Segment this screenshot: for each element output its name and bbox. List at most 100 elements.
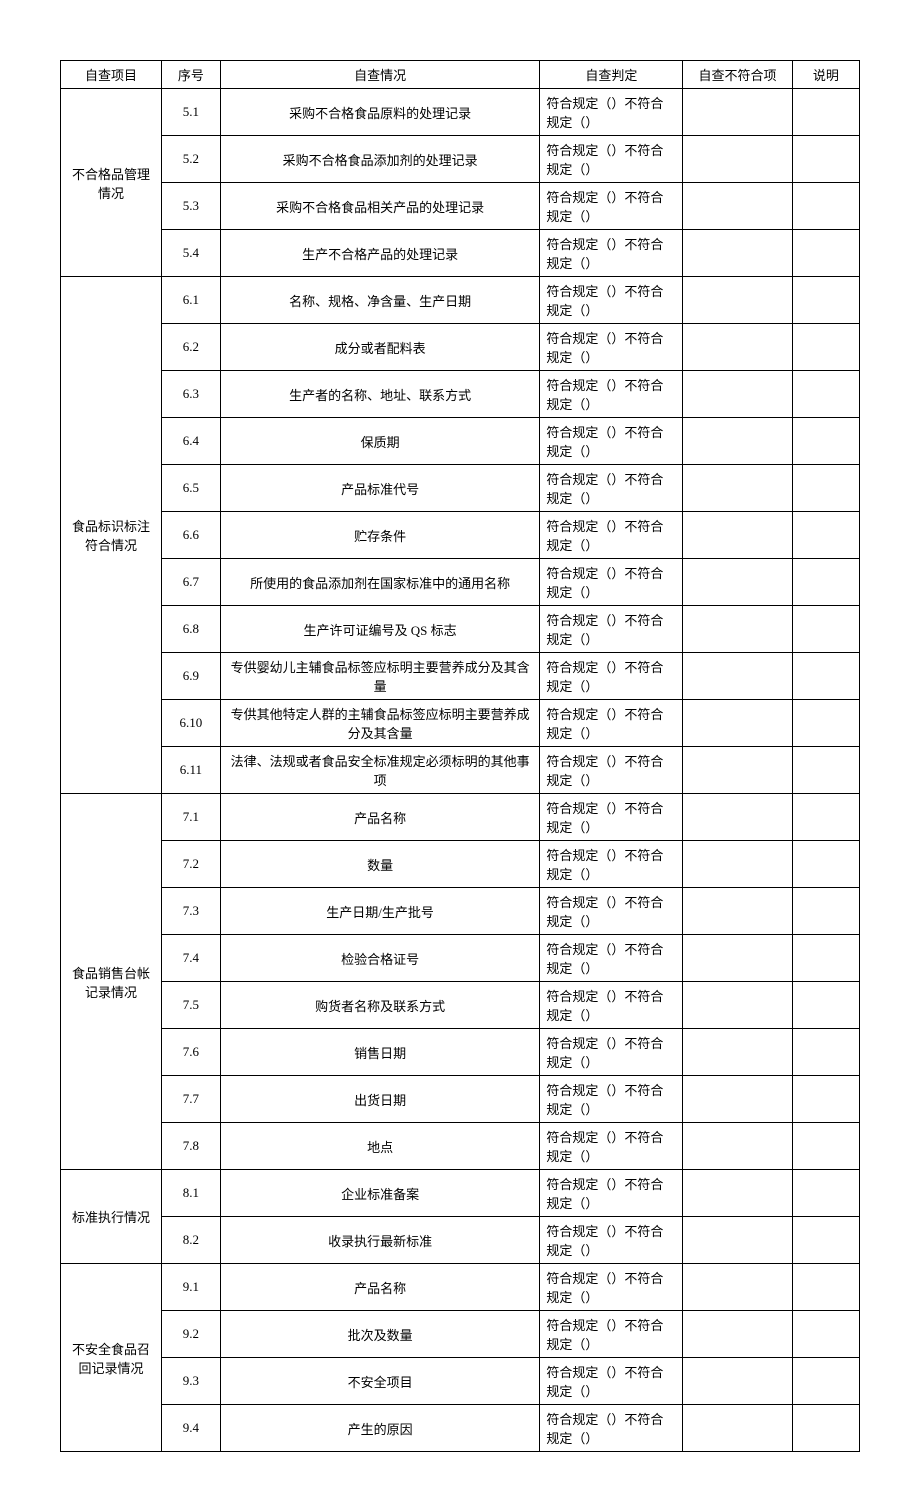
note-cell: [792, 1405, 859, 1452]
judge-cell: 符合规定（）不符合规定（）: [540, 230, 683, 277]
nc-cell: [683, 183, 792, 230]
desc-cell: 产品标准代号: [220, 465, 540, 512]
table-row: 5.2采购不合格食品添加剂的处理记录符合规定（）不符合规定（）: [61, 136, 860, 183]
note-cell: [792, 606, 859, 653]
nc-cell: [683, 1217, 792, 1264]
note-cell: [792, 841, 859, 888]
nc-cell: [683, 465, 792, 512]
note-cell: [792, 183, 859, 230]
table-row: 9.3不安全项目符合规定（）不符合规定（）: [61, 1358, 860, 1405]
table-row: 不合格品管理情况5.1采购不合格食品原料的处理记录符合规定（）不符合规定（）: [61, 89, 860, 136]
num-cell: 6.3: [161, 371, 220, 418]
num-cell: 5.4: [161, 230, 220, 277]
nc-cell: [683, 277, 792, 324]
num-cell: 6.8: [161, 606, 220, 653]
nc-cell: [683, 982, 792, 1029]
nc-cell: [683, 512, 792, 559]
num-cell: 9.1: [161, 1264, 220, 1311]
desc-cell: 专供其他特定人群的主辅食品标签应标明主要营养成分及其含量: [220, 700, 540, 747]
desc-cell: 销售日期: [220, 1029, 540, 1076]
table-row: 7.5购货者名称及联系方式符合规定（）不符合规定（）: [61, 982, 860, 1029]
table-row: 标准执行情况8.1企业标准备案符合规定（）不符合规定（）: [61, 1170, 860, 1217]
table-row: 6.6贮存条件符合规定（）不符合规定（）: [61, 512, 860, 559]
desc-cell: 生产许可证编号及 QS 标志: [220, 606, 540, 653]
judge-cell: 符合规定（）不符合规定（）: [540, 1311, 683, 1358]
note-cell: [792, 136, 859, 183]
num-cell: 6.2: [161, 324, 220, 371]
num-cell: 6.5: [161, 465, 220, 512]
num-cell: 7.5: [161, 982, 220, 1029]
table-row: 9.4产生的原因符合规定（）不符合规定（）: [61, 1405, 860, 1452]
nc-cell: [683, 1076, 792, 1123]
header-project: 自查项目: [61, 61, 162, 89]
judge-cell: 符合规定（）不符合规定（）: [540, 1358, 683, 1405]
desc-cell: 地点: [220, 1123, 540, 1170]
judge-cell: 符合规定（）不符合规定（）: [540, 653, 683, 700]
judge-cell: 符合规定（）不符合规定（）: [540, 512, 683, 559]
judge-cell: 符合规定（）不符合规定（）: [540, 700, 683, 747]
desc-cell: 生产者的名称、地址、联系方式: [220, 371, 540, 418]
note-cell: [792, 371, 859, 418]
desc-cell: 收录执行最新标准: [220, 1217, 540, 1264]
desc-cell: 产品名称: [220, 794, 540, 841]
nc-cell: [683, 324, 792, 371]
num-cell: 6.7: [161, 559, 220, 606]
judge-cell: 符合规定（）不符合规定（）: [540, 465, 683, 512]
note-cell: [792, 1311, 859, 1358]
num-cell: 6.11: [161, 747, 220, 794]
desc-cell: 采购不合格食品相关产品的处理记录: [220, 183, 540, 230]
note-cell: [792, 1123, 859, 1170]
desc-cell: 成分或者配料表: [220, 324, 540, 371]
nc-cell: [683, 794, 792, 841]
nc-cell: [683, 747, 792, 794]
desc-cell: 批次及数量: [220, 1311, 540, 1358]
judge-cell: 符合规定（）不符合规定（）: [540, 1217, 683, 1264]
desc-cell: 法律、法规或者食品安全标准规定必须标明的其他事项: [220, 747, 540, 794]
table-row: 不安全食品召回记录情况9.1产品名称符合规定（）不符合规定（）: [61, 1264, 860, 1311]
project-cell: 食品销售台帐记录情况: [61, 794, 162, 1170]
num-cell: 5.2: [161, 136, 220, 183]
judge-cell: 符合规定（）不符合规定（）: [540, 935, 683, 982]
note-cell: [792, 1217, 859, 1264]
judge-cell: 符合规定（）不符合规定（）: [540, 136, 683, 183]
note-cell: [792, 1029, 859, 1076]
judge-cell: 符合规定（）不符合规定（）: [540, 982, 683, 1029]
num-cell: 5.1: [161, 89, 220, 136]
desc-cell: 产品名称: [220, 1264, 540, 1311]
header-row: 自查项目 序号 自查情况 自查判定 自查不符合项 说明: [61, 61, 860, 89]
desc-cell: 购货者名称及联系方式: [220, 982, 540, 1029]
nc-cell: [683, 559, 792, 606]
table-row: 7.7出货日期符合规定（）不符合规定（）: [61, 1076, 860, 1123]
note-cell: [792, 230, 859, 277]
note-cell: [792, 1170, 859, 1217]
header-nc: 自查不符合项: [683, 61, 792, 89]
desc-cell: 产生的原因: [220, 1405, 540, 1452]
table-row: 6.11法律、法规或者食品安全标准规定必须标明的其他事项符合规定（）不符合规定（…: [61, 747, 860, 794]
nc-cell: [683, 606, 792, 653]
table-row: 7.6销售日期符合规定（）不符合规定（）: [61, 1029, 860, 1076]
note-cell: [792, 465, 859, 512]
note-cell: [792, 653, 859, 700]
num-cell: 6.9: [161, 653, 220, 700]
num-cell: 8.1: [161, 1170, 220, 1217]
judge-cell: 符合规定（）不符合规定（）: [540, 888, 683, 935]
num-cell: 7.8: [161, 1123, 220, 1170]
judge-cell: 符合规定（）不符合规定（）: [540, 841, 683, 888]
nc-cell: [683, 841, 792, 888]
header-judge: 自查判定: [540, 61, 683, 89]
note-cell: [792, 747, 859, 794]
nc-cell: [683, 230, 792, 277]
num-cell: 5.3: [161, 183, 220, 230]
num-cell: 8.2: [161, 1217, 220, 1264]
note-cell: [792, 324, 859, 371]
table-row: 7.8地点符合规定（）不符合规定（）: [61, 1123, 860, 1170]
table-row: 7.2数量符合规定（）不符合规定（）: [61, 841, 860, 888]
num-cell: 7.7: [161, 1076, 220, 1123]
header-num: 序号: [161, 61, 220, 89]
desc-cell: 所使用的食品添加剂在国家标准中的通用名称: [220, 559, 540, 606]
note-cell: [792, 700, 859, 747]
note-cell: [792, 1076, 859, 1123]
nc-cell: [683, 888, 792, 935]
project-cell: 不安全食品召回记录情况: [61, 1264, 162, 1452]
judge-cell: 符合规定（）不符合规定（）: [540, 1029, 683, 1076]
